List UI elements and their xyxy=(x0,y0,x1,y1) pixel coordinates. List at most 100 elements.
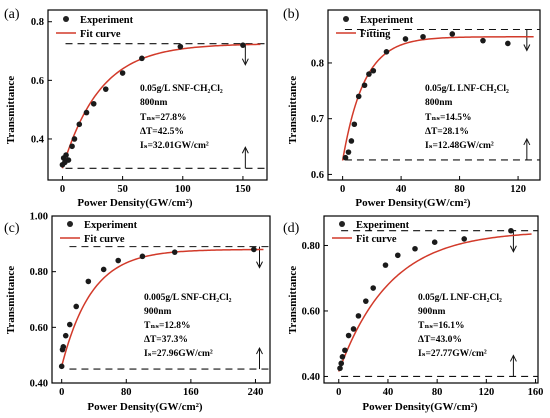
ytick-label: 0.60 xyxy=(30,323,48,334)
panel-a-ylabel: Transmittance xyxy=(5,76,17,144)
experiment-point xyxy=(171,249,178,255)
panel-c-legend: Experiment Fit curve xyxy=(60,220,138,245)
experiment-point xyxy=(90,100,97,107)
xtick-label: 80 xyxy=(454,184,465,195)
experiment-point xyxy=(342,154,349,161)
legend-text-experiment: Experiment xyxy=(356,220,410,231)
legend-marker-experiment xyxy=(343,16,349,22)
experiment-point xyxy=(342,347,348,354)
ytick-label: 0.6 xyxy=(311,170,324,181)
annotation-line-1: 0.05g/L SNF-CH₂Cl₂ xyxy=(140,84,223,94)
experiment-point xyxy=(363,298,369,304)
panel-a-reference-lines xyxy=(65,43,267,169)
up-arrow-head xyxy=(241,146,249,154)
annotation-line-1: 0.005g/L SNF-CH₂Cl₂ xyxy=(144,293,232,303)
experiment-point xyxy=(338,360,345,367)
experiment-point xyxy=(355,313,362,319)
xtick-label: 80 xyxy=(121,387,132,398)
ytick-label: 0.8 xyxy=(311,58,324,69)
panel-c-xlabel: Power Density(GW/cm²) xyxy=(87,401,203,413)
panel-a-frame xyxy=(47,9,268,181)
experiment-point xyxy=(69,143,75,150)
up-arrow-head xyxy=(523,137,531,146)
annotation-line-4: ΔT=42.5% xyxy=(140,127,184,137)
experiment-point xyxy=(345,149,352,155)
legend-text-fit: Fit curve xyxy=(84,234,125,245)
xtick-label: 0 xyxy=(59,387,64,398)
panel-b-reference-lines xyxy=(344,28,540,161)
annotation-line-1: 0.05g/L LNF-CH₂Cl₂ xyxy=(418,293,502,303)
annotation-line-5: Iₛ=32.01GW/cm² xyxy=(140,141,209,151)
experiment-point xyxy=(461,236,468,242)
experiment-point xyxy=(431,239,438,245)
experiment-point xyxy=(139,55,145,62)
panel-d-frame xyxy=(323,215,539,384)
panel-d-xticks: 0 40 80 120 160 xyxy=(336,379,543,398)
experiment-point xyxy=(85,278,92,285)
experiment-point xyxy=(351,121,358,128)
legend-text-fit: Fit curve xyxy=(356,234,397,245)
experiment-point xyxy=(240,42,246,48)
panel-a-xticks: 0 50 100 150 xyxy=(60,176,251,195)
experiment-point xyxy=(71,136,78,142)
experiment-point xyxy=(119,70,126,76)
xtick-label: 0 xyxy=(336,387,341,398)
experiment-point xyxy=(383,49,390,55)
panel-d-xlabel: Power Density(GW/cm²) xyxy=(362,401,478,413)
annotation-line-1: 0.05g/L LNF-CH₂Cl₂ xyxy=(425,84,509,94)
panel-label-d: (d) xyxy=(283,221,300,236)
experiment-point xyxy=(348,138,355,144)
down-arrow-head xyxy=(241,58,249,66)
ytick-label: 0.80 xyxy=(30,267,48,278)
panel-a-annotation: 0.05g/L SNF-CH₂Cl₂ 800nm Tₙₛ=27.8% ΔT=42… xyxy=(140,84,223,151)
experiment-point xyxy=(394,252,401,259)
xtick-label: 160 xyxy=(528,387,544,398)
annotation-line-2: 800nm xyxy=(425,98,453,108)
experiment-point xyxy=(420,33,426,40)
panel-c-plot-area xyxy=(58,246,264,370)
xtick-label: 100 xyxy=(175,184,191,195)
annotation-line-3: Tₙₛ=16.1% xyxy=(418,321,465,331)
annotation-line-2: 900nm xyxy=(418,307,446,317)
annotation-line-3: Tₙₛ=27.8% xyxy=(140,113,187,123)
annotation-line-2: 800nm xyxy=(140,98,168,108)
ytick-label: 0.4 xyxy=(31,134,45,145)
panel-b-ylabel: Transmittance xyxy=(287,76,299,144)
fit-curve xyxy=(61,43,261,169)
panel-c-xticks: 0 80 160 240 xyxy=(59,379,263,398)
experiment-point xyxy=(73,303,80,310)
xtick-label: 80 xyxy=(432,387,443,398)
ytick-label: 0.60 xyxy=(302,306,320,317)
panel-a: (a) Transmittance Power Density(GW/cm²) … xyxy=(4,7,268,209)
annotation-line-3: Tₙₛ=14.5% xyxy=(425,113,472,123)
panel-a-yticks: 0.4 0.6 0.8 xyxy=(31,17,52,145)
panel-a-plot-area xyxy=(59,42,261,169)
xtick-label: 120 xyxy=(478,387,494,398)
panel-a-legend: Experiment Fit curve xyxy=(56,15,134,40)
experiment-point xyxy=(361,82,368,89)
fit-curve xyxy=(341,36,534,161)
panel-label-a: (a) xyxy=(4,7,20,22)
panel-d-yticks: 0.40 0.60 0.80 xyxy=(302,241,328,383)
legend-text-experiment: Experiment xyxy=(360,15,414,26)
panel-b-frame xyxy=(327,9,541,181)
experiment-point xyxy=(66,321,73,328)
ytick-label: 0.8 xyxy=(31,17,44,28)
experiment-point xyxy=(370,67,377,74)
experiment-point xyxy=(100,266,107,273)
xtick-label: 0 xyxy=(60,184,65,195)
panel-d-annotation: 0.05g/L LNF-CH₂Cl₂ 900nm Tₙₛ=16.1% ΔT=43… xyxy=(418,293,502,359)
experiment-point xyxy=(251,246,257,253)
experiment-point xyxy=(62,332,69,339)
xtick-label: 0 xyxy=(340,184,345,195)
experiment-point xyxy=(366,71,372,77)
experiment-point xyxy=(402,36,409,42)
panel-label-c: (c) xyxy=(4,221,20,236)
experiment-point xyxy=(115,257,122,264)
panel-c: (c) Transmittance Power Density(GW/cm²) … xyxy=(4,212,271,413)
experiment-point xyxy=(370,285,377,291)
xtick-label: 40 xyxy=(383,387,394,398)
legend-text-experiment: Experiment xyxy=(84,220,138,231)
experiment-point xyxy=(350,326,357,332)
annotation-line-4: ΔT=37.3% xyxy=(144,335,188,345)
